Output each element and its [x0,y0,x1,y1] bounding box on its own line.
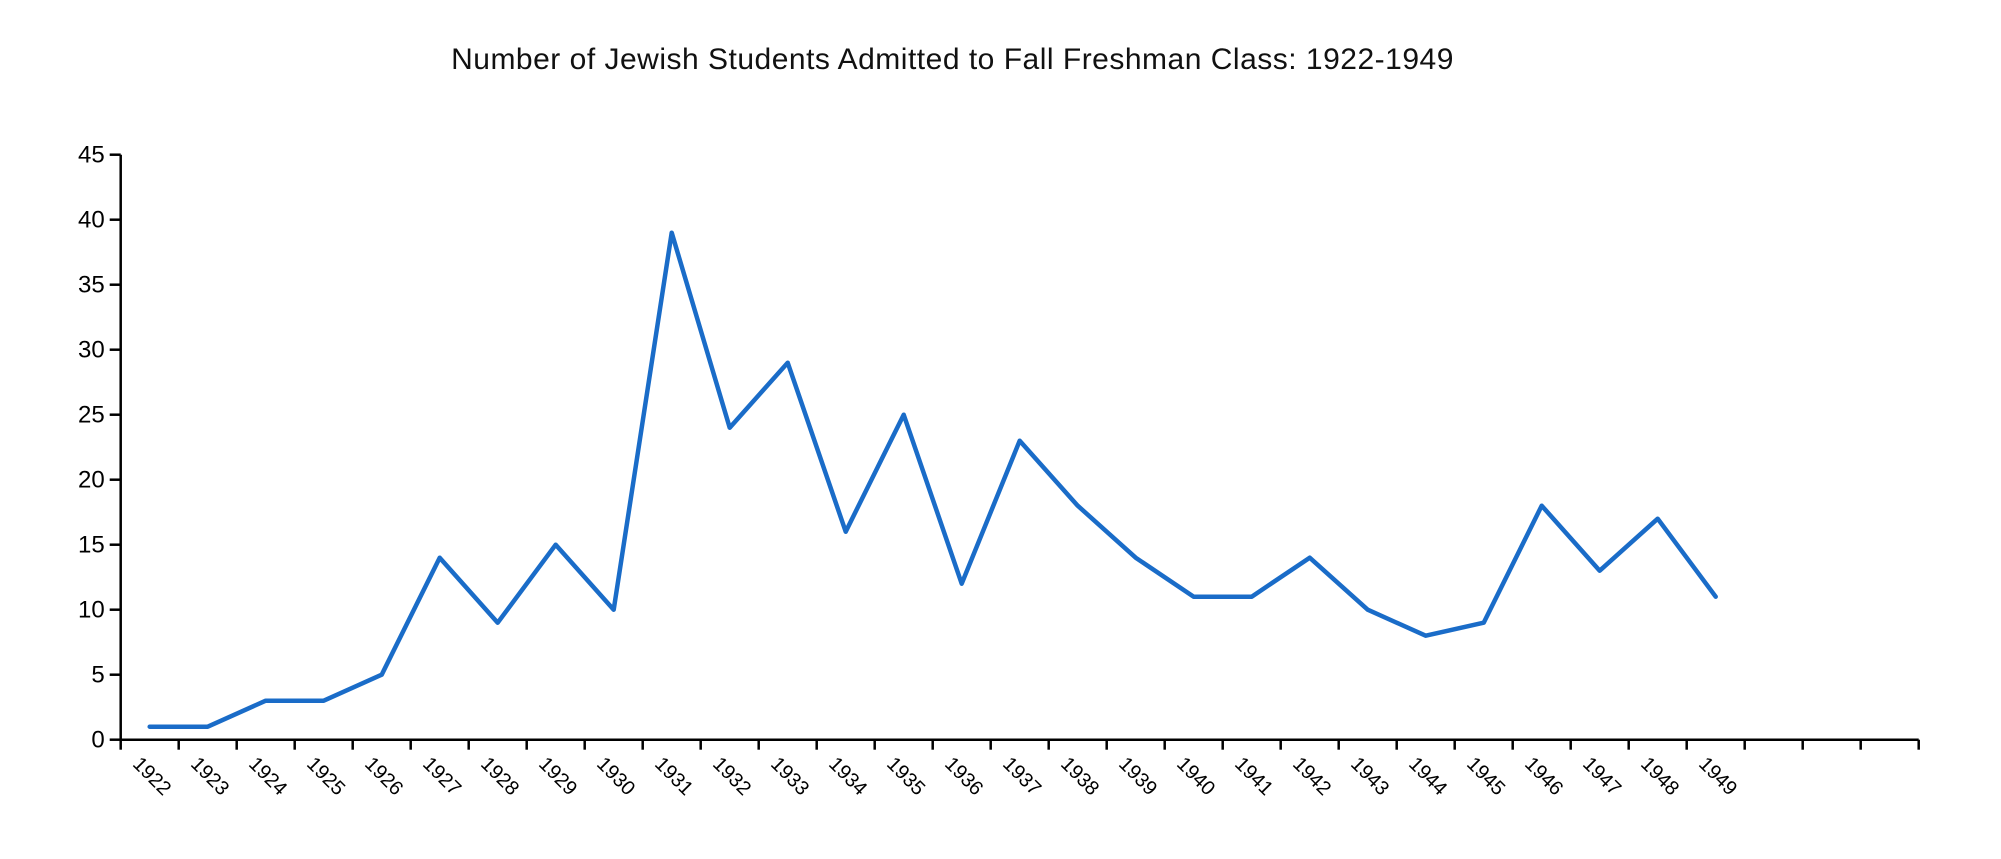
y-tick-label: 45 [78,142,105,169]
x-tick-label: 1939 [1114,753,1161,800]
x-tick-label: 1947 [1578,753,1625,800]
chart-title: Number of Jewish Students Admitted to Fa… [451,43,1454,76]
data-line [147,230,1718,729]
y-tick-label: 40 [78,207,105,234]
x-tick-label: 1929 [534,753,581,800]
y-tick-label: 25 [78,402,105,429]
x-tick-label: 1942 [1288,753,1335,800]
y-tick-label: 15 [78,532,105,559]
x-tick-label: 1949 [1694,753,1741,800]
y-tick-label: 20 [78,467,105,494]
x-tick-label: 1940 [1172,753,1219,800]
x-tick-label: 1943 [1346,753,1393,800]
x-tick-label: 1935 [882,753,929,800]
x-tick-label: 1934 [824,753,871,800]
axis-lines [119,154,1919,741]
y-tick-label: 35 [78,272,105,299]
x-tick-label: 1937 [998,753,1045,800]
x-tick-label: 1948 [1636,753,1683,800]
x-tick-label: 1941 [1230,753,1277,800]
y-tick-label: 30 [78,337,105,364]
y-tick-label: 5 [91,662,104,689]
x-tick-label: 1936 [940,753,987,800]
x-tick-label: 1932 [708,753,755,800]
x-tick-label: 1931 [650,753,697,800]
x-tick-label: 1925 [302,753,349,800]
x-tick-label: 1924 [244,753,291,800]
x-tick-label: 1927 [418,753,465,800]
x-tick-label: 1938 [1056,753,1103,800]
x-tick-label: 1930 [592,753,639,800]
x-tick-label: 1926 [360,753,407,800]
x-tick-label: 1923 [186,753,233,800]
x-tick-label: 1933 [766,753,813,800]
x-tick-label: 1945 [1462,753,1509,800]
y-tick-label: 0 [91,727,104,754]
x-tick-label: 1928 [476,753,523,800]
y-tick-label: 10 [78,597,105,624]
x-tick-label: 1922 [128,753,175,800]
x-tick-label: 1944 [1404,753,1451,800]
x-tick-label: 1946 [1520,753,1567,800]
